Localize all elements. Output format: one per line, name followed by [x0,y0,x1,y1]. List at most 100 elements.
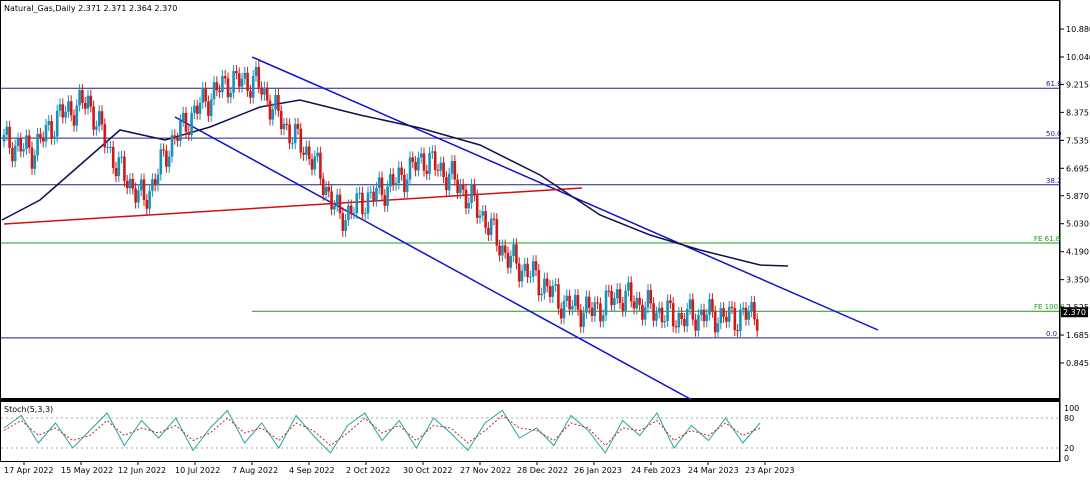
grid [1,417,1059,449]
candle-body [229,92,233,98]
price-tick-label: 0.845 [1066,359,1089,368]
candle-body [358,192,361,194]
candle-body [677,312,681,328]
stoch-d-line [3,414,761,447]
candle-body [405,179,409,192]
candle-body [162,149,165,151]
candle-body [705,314,709,322]
candle-body [232,71,235,93]
candle-body [39,133,42,138]
candle-body [739,309,742,331]
candle-body [291,143,294,145]
date-tick-label: 7 Aug 2022 [232,466,278,475]
candle-body [100,111,104,125]
candle-body [708,299,711,315]
price-tick-label: 7.535 [1066,136,1089,145]
moving-average-line [1,99,789,267]
fib-level-label: 61.8 [1046,80,1062,88]
candle-body [688,299,692,309]
moving-average [1,99,789,267]
candle-body [316,152,319,157]
candle-body [151,179,154,191]
candle-body [627,282,630,291]
fib-expansion-label: FE 61.8 [1034,235,1060,243]
candle-body [641,304,644,320]
candle-body [694,319,697,331]
candle-body [243,72,247,79]
candle-body [193,105,196,113]
candle-body [61,104,65,118]
candle-body [347,205,350,220]
candle-body [279,110,283,130]
candle-body [218,90,221,93]
candle-body [190,112,193,136]
candle-body [439,162,443,171]
channel-upper-line [251,56,879,331]
candle-body [487,227,490,236]
candle-body [674,326,678,328]
candle-body [554,284,557,286]
candles [2,61,759,339]
candle-body [341,213,345,231]
candle-body [697,314,700,331]
candle-body [22,149,25,152]
candle-body [333,205,336,210]
candle-body [257,67,261,88]
candle-body [134,188,137,203]
date-tick-label: 23 Apr 2023 [745,466,794,475]
candle-body [590,307,594,317]
candle-body [81,90,84,103]
candle-body [425,170,429,174]
candle-body [142,179,146,200]
candle-body [330,191,333,210]
candle-body [198,102,202,114]
candle-body [559,308,563,319]
candle-body [660,307,664,323]
candle-body [109,146,112,148]
candle-body [137,190,140,203]
candle-body [411,157,415,162]
candle-body [97,111,101,127]
candle-body [461,184,465,190]
candle-body [669,300,672,304]
candle-body [526,263,529,278]
candle-body [260,87,263,95]
candle-body [321,178,325,195]
candle-body [629,282,633,302]
candle-body [335,194,339,206]
candle-body [249,90,252,98]
candle-body [120,156,123,158]
candle-body [372,191,375,201]
fib-level-label: 0.0 [1046,330,1057,338]
candle-body [181,112,185,121]
candle-body [397,167,401,184]
candle-body [89,95,93,107]
candle-body [13,145,17,162]
candle-body [114,167,118,177]
candle-body [293,123,297,144]
candle-body [691,299,695,320]
candle-body [11,147,14,162]
candle-body [302,152,305,155]
candle-body [711,299,714,312]
candle-body [467,202,471,209]
candle-body [361,192,364,215]
candle-body [83,102,87,109]
candle-body [484,211,487,228]
price-tick-label: 3.350 [1066,276,1089,285]
candle-body [587,296,591,308]
candle-body [313,156,317,170]
candle-body [683,318,686,327]
axes: 10.880 10.040 9.215 8.375 7.535 6.695 5.870 5.0… [4,25,1090,475]
candle-body [431,151,434,153]
candle-body [159,149,163,175]
candle-body [75,105,79,126]
candle-body [657,307,661,313]
candle-body [36,133,39,156]
candle-body [509,256,513,268]
candle-body [585,296,588,313]
candle-body [268,100,272,120]
candle-body [635,297,639,309]
candle-body [671,303,675,327]
